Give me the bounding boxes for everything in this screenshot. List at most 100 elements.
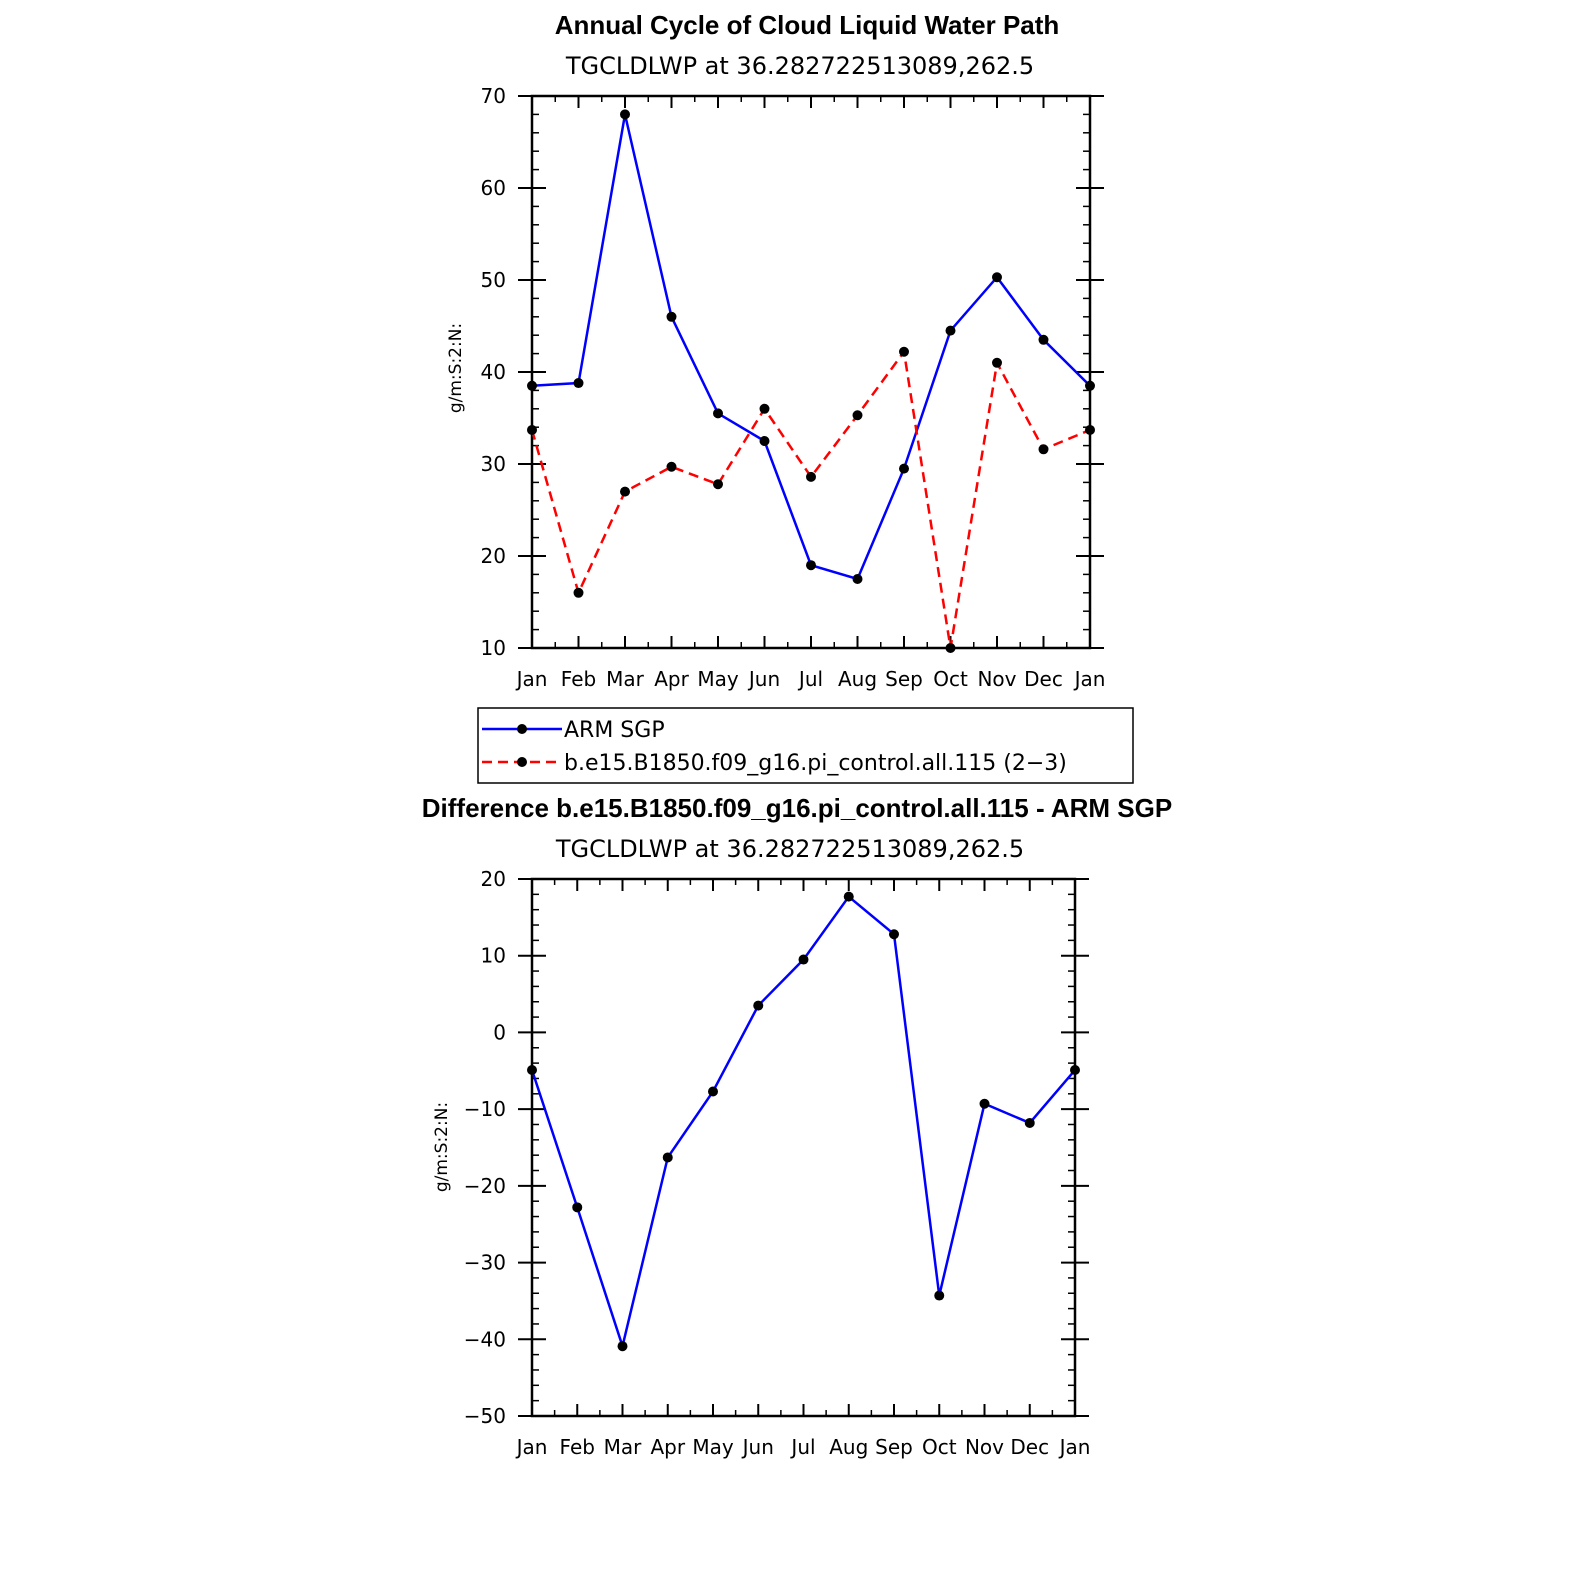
x-tick-label: Oct (922, 1435, 957, 1459)
x-tick-label: Nov (977, 667, 1016, 691)
data-point (852, 574, 863, 584)
data-point (527, 1065, 537, 1076)
data-point (992, 357, 1002, 368)
data-point (1038, 444, 1049, 455)
y-tick-label: 40 (481, 360, 506, 384)
y-axis-label: g/m:S:2:N: (432, 1102, 452, 1192)
x-tick-label: Apr (650, 1435, 685, 1459)
x-tick-label: Jan (1073, 667, 1106, 691)
data-point (1085, 424, 1095, 435)
x-tick-label: Jul (797, 667, 823, 691)
y-tick-label: −20 (464, 1174, 506, 1198)
data-point (617, 1341, 628, 1352)
x-tick-label: Jul (789, 1435, 815, 1459)
chart-subtitle: TGCLDLWP at 36.282722513089,262.5 (555, 835, 1024, 863)
legend: ARM SGP b.e15.B1850.f09_g16.pi_control.a… (477, 707, 1134, 784)
data-point (666, 311, 677, 322)
x-tick-label: Jun (747, 667, 780, 691)
y-tick-label: 20 (481, 544, 506, 568)
y-tick-label: 10 (481, 944, 506, 968)
data-point (573, 587, 584, 598)
legend-marker-model (517, 757, 527, 767)
plot-area-difference: Jan Feb Mar Apr May Jun Jul Aug Sep Oct Nov Dec Jan−… (464, 867, 1091, 1459)
data-point (979, 1098, 990, 1109)
data-point (899, 463, 909, 474)
x-tick-label: Feb (561, 667, 596, 691)
data-point (843, 891, 854, 902)
x-tick-label: Sep (885, 667, 923, 691)
y-tick-label: −40 (464, 1327, 506, 1351)
data-point (1038, 334, 1049, 345)
y-tick-label: 70 (481, 84, 506, 108)
data-point (945, 325, 956, 336)
chart-title: Annual Cycle of Cloud Liquid Water Path (555, 10, 1060, 40)
series-line-1 (530, 348, 1091, 649)
data-point (759, 436, 770, 446)
y-tick-label: 50 (481, 268, 506, 292)
data-point (527, 424, 537, 435)
data-point (713, 479, 723, 490)
chart-title: Difference b.e15.B1850.f09_g16.pi_contro… (422, 793, 1172, 823)
y-tick-label: 0 (493, 1020, 506, 1044)
x-tick-label: Dec (1010, 1435, 1049, 1459)
annual-cycle-chart: Annual Cycle of Cloud Liquid Water Path … (446, 10, 1105, 691)
y-tick-label: 20 (481, 867, 506, 891)
x-tick-label: Mar (604, 1435, 643, 1459)
x-tick-label: Dec (1024, 667, 1063, 691)
x-tick-label: May (692, 1435, 734, 1459)
data-point (620, 109, 630, 120)
data-point (992, 272, 1002, 283)
legend-entry-arm-sgp: ARM SGP (482, 718, 665, 743)
y-tick-label: −30 (464, 1251, 506, 1275)
difference-chart: Difference b.e15.B1850.f09_g16.pi_contro… (422, 793, 1172, 1459)
data-point (759, 403, 770, 414)
data-point (753, 1000, 764, 1011)
legend-label-model: b.e15.B1850.f09_g16.pi_control.all.115 (… (564, 751, 1067, 776)
x-tick-label: Apr (654, 667, 689, 691)
chart-subtitle: TGCLDLWP at 36.282722513089,262.5 (565, 52, 1034, 80)
data-point (1024, 1117, 1035, 1128)
x-tick-label: Jun (741, 1435, 774, 1459)
data-point (662, 1152, 673, 1163)
y-tick-label: 30 (481, 452, 506, 476)
data-point (620, 486, 630, 497)
x-tick-label: Aug (838, 667, 877, 691)
x-tick-label: Sep (875, 1435, 913, 1459)
data-point (852, 410, 863, 421)
data-point (945, 643, 956, 653)
legend-label-arm-sgp: ARM SGP (564, 718, 665, 743)
x-tick-label: Nov (965, 1435, 1004, 1459)
data-point (713, 408, 723, 419)
x-tick-label: Jan (1058, 1435, 1091, 1459)
y-tick-label: −50 (464, 1404, 506, 1428)
legend-box (477, 707, 1134, 784)
data-point (572, 1202, 583, 1213)
data-point (708, 1086, 718, 1097)
plot-area-annual-cycle: Jan Feb Mar Apr May Jun Jul Aug Sep Oct Nov Dec Jan 1… (481, 84, 1106, 691)
legend-marker-arm-sgp (517, 724, 527, 734)
y-tick-label: 60 (481, 176, 506, 200)
x-tick-label: Mar (606, 667, 645, 691)
legend-entry-model: b.e15.B1850.f09_g16.pi_control.all.115 (… (482, 751, 1067, 776)
y-axis-label: g/m:S:2:N: (446, 323, 466, 413)
data-point (573, 378, 584, 389)
data-point (899, 346, 909, 357)
data-point (889, 929, 899, 940)
data-point (666, 461, 677, 472)
data-point (806, 560, 816, 571)
x-tick-label: Oct (933, 667, 968, 691)
x-tick-label: Jan (515, 667, 548, 691)
x-tick-label: Aug (829, 1435, 868, 1459)
data-point (934, 1290, 945, 1301)
x-tick-label: Feb (560, 1435, 595, 1459)
data-point (798, 954, 809, 965)
data-point (806, 471, 816, 482)
data-point (527, 380, 537, 391)
x-tick-label: Jan (515, 1435, 548, 1459)
data-point (1085, 380, 1095, 391)
y-tick-label: −10 (464, 1097, 506, 1121)
data-point (1070, 1065, 1080, 1076)
x-tick-label: May (697, 667, 739, 691)
y-tick-label: 10 (481, 636, 506, 660)
